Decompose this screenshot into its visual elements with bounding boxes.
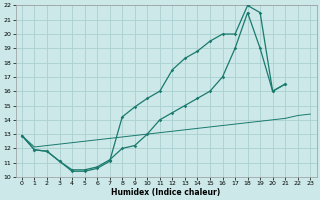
X-axis label: Humidex (Indice chaleur): Humidex (Indice chaleur) — [111, 188, 221, 197]
